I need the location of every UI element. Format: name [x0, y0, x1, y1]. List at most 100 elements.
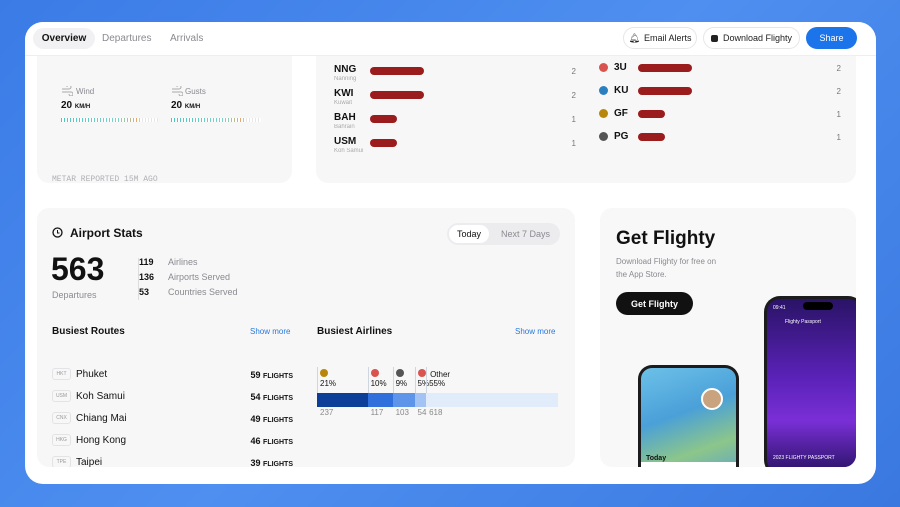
avatar — [701, 388, 723, 410]
route-city: Koh Samui — [334, 148, 364, 154]
segment-divider — [426, 367, 428, 407]
segment-count: 117 — [370, 408, 384, 417]
route-name: Chiang Mai — [76, 413, 127, 424]
segment-bar — [317, 393, 368, 407]
wind-unit: KM/H — [74, 104, 91, 110]
airline-icon — [599, 109, 608, 118]
weather-panel: Wind 20 KM/H Gusts 20 KM/H METAR REPORTE… — [37, 42, 292, 183]
wind-speed: 20 — [61, 100, 73, 111]
route-flights: 54 FLIGHTS — [237, 392, 293, 402]
airline-bar — [638, 133, 665, 141]
flight-unit: FLIGHTS — [263, 395, 293, 402]
gusts-unit: KM/H — [184, 104, 201, 110]
route-code: BAH — [334, 112, 356, 123]
routes-title: Busiest Routes — [52, 326, 125, 337]
tab[interactable]: Arrivals — [170, 33, 204, 44]
stat-label: Airlines — [168, 257, 198, 267]
stat-value: 119 — [139, 257, 154, 267]
airline-count: 2 — [836, 87, 841, 96]
button-label: Email Alerts — [643, 33, 692, 43]
route-name: Phuket — [76, 369, 108, 380]
airline-code: PG — [614, 131, 629, 142]
email-alerts-button[interactable]: 🔔︎ Email Alerts — [623, 27, 697, 49]
route-name: Hong Kong — [76, 435, 127, 446]
stat-label: Airports Served — [168, 272, 231, 282]
flight-unit: FLIGHTS — [263, 373, 293, 380]
passport-screen: 09:41 Flighty Passport 2023 FLIGHTY PASS… — [767, 299, 856, 467]
airport-code: HKG — [52, 434, 71, 446]
phone: Today — [638, 365, 739, 467]
flight-unit: FLIGHTS — [263, 417, 293, 424]
segment-share: 21% — [320, 379, 337, 388]
segment-divider — [414, 367, 416, 407]
notch — [803, 302, 833, 310]
route-bar — [370, 91, 424, 99]
button-label: Share — [819, 33, 844, 43]
wind-gauge — [61, 118, 158, 122]
airline-icon — [320, 369, 328, 377]
phone-title: Flighty Passport — [785, 319, 821, 325]
departures-count: 563 — [51, 251, 105, 287]
segment-bar — [367, 393, 393, 407]
app-window: Wind 20 KM/H Gusts 20 KM/H METAR REPORTE… — [25, 22, 876, 484]
segment-share: 9% — [395, 379, 408, 388]
phone: 09:41 Flighty Passport 2023 FLIGHTY PASS… — [764, 296, 856, 467]
tab[interactable]: Departures — [102, 33, 152, 44]
stat-label: Countries Served — [168, 287, 238, 297]
segment-count: 618 — [429, 408, 443, 417]
phone-label: Today — [646, 455, 667, 462]
airline-icon — [395, 369, 404, 377]
promo-text: Download Flighty for free on the App Sto… — [616, 257, 717, 279]
airline-code: GF — [614, 108, 628, 119]
show-more[interactable]: Show more — [515, 327, 556, 336]
airline-icon — [370, 369, 379, 377]
segment-share: 5% — [417, 379, 430, 388]
gusts-speed: 20 — [171, 100, 183, 111]
metar-note: METAR REPORTED 15M AGO — [52, 175, 158, 183]
flight-count: 49 — [250, 414, 261, 424]
bell-icon: 🔔︎ — [628, 32, 640, 43]
route-count: 1 — [571, 115, 576, 124]
segment-count: 54 — [417, 408, 427, 417]
share-button[interactable]: Share — [806, 27, 857, 49]
tab[interactable]: Overview — [33, 28, 95, 49]
segment-bar — [414, 393, 427, 407]
segment-divider — [367, 367, 369, 407]
get-app-button[interactable]: Get Flighty — [616, 292, 693, 315]
route-flights: 39 FLIGHTS — [237, 458, 293, 467]
route-flights: 59 FLIGHTS — [237, 370, 293, 380]
gust-icon — [172, 86, 183, 96]
flight-unit: FLIGHTS — [263, 461, 293, 467]
nav-bar: Overview Departures Arrivals 🔔︎ Email Ale… — [25, 22, 876, 56]
route-bar — [370, 67, 424, 75]
show-more[interactable]: Show more — [250, 327, 291, 336]
divider — [138, 258, 139, 300]
phone-time: 09:41 — [773, 305, 786, 311]
airport-code: TPE — [52, 456, 71, 467]
route-bar — [370, 115, 397, 123]
route-city: Kuwait — [334, 100, 353, 106]
airline-bar — [638, 110, 665, 118]
route-name: Taipei — [76, 457, 103, 467]
phone-footer: 2023 FLIGHTY PASSPORT — [773, 455, 835, 461]
airline-code: KU — [614, 85, 629, 96]
segment-bar — [392, 393, 415, 407]
destinations-panel: DOHDoha4NNGNanning2KWIKuwait2BAHBahrain1… — [316, 42, 856, 183]
airline-bar — [638, 64, 692, 72]
period-option[interactable]: Today — [449, 225, 489, 243]
wind-value: 20 KM/H — [61, 100, 90, 111]
period-option[interactable]: Next 7 Days — [501, 229, 551, 239]
route-code: USM — [334, 136, 357, 147]
wind-label: Wind — [76, 87, 95, 96]
route-city: Nanning — [334, 76, 357, 82]
departures-label: Departures — [52, 290, 97, 300]
airport-code: HKT — [52, 368, 71, 380]
flight-count: 54 — [250, 392, 261, 402]
route-flights: 46 FLIGHTS — [237, 436, 293, 446]
stat-value: 136 — [139, 272, 155, 282]
download-button[interactable]: Download Flighty — [703, 27, 800, 49]
airline-icon — [599, 132, 608, 141]
promo-title: Get Flighty — [616, 228, 716, 249]
gusts-label: Gusts — [185, 87, 206, 96]
route-name: Koh Samui — [76, 391, 125, 402]
